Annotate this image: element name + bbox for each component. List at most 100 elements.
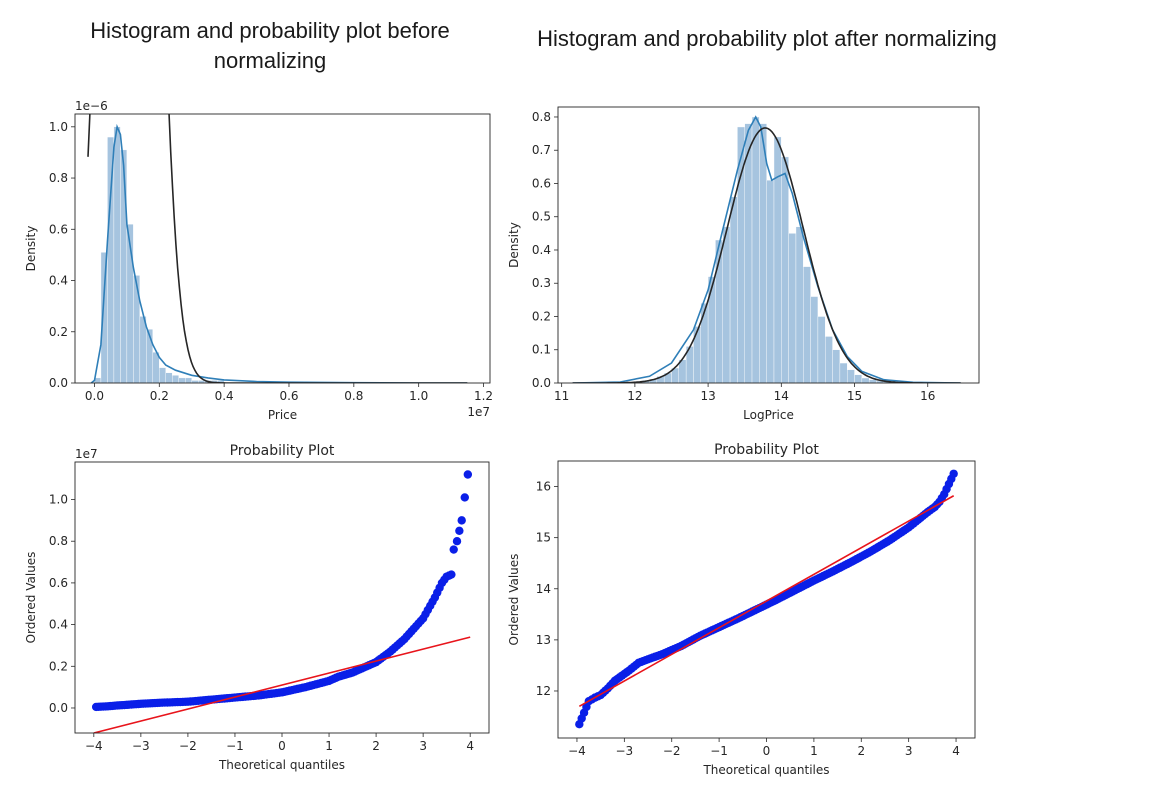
- x-tick-label: 15: [847, 389, 862, 403]
- normal-fit-line: [572, 127, 961, 383]
- y-tick-label: 0.7: [532, 143, 551, 157]
- x-tick-label: −3: [132, 739, 150, 753]
- x-tick-label: 0: [278, 739, 286, 753]
- y-tick-label: 1.0: [49, 493, 68, 507]
- x-tick-label: 4: [466, 739, 474, 753]
- y-tick-label: 0.2: [532, 309, 551, 323]
- x-tick-label: −2: [179, 739, 197, 753]
- histogram-bar: [172, 375, 179, 383]
- x-axis-label: LogPrice: [743, 408, 794, 422]
- histogram-bar: [700, 302, 709, 383]
- y-offset-text: 1e−6: [75, 99, 108, 113]
- y-tick-label: 0.8: [49, 534, 68, 548]
- x-tick-label: 0.0: [85, 389, 104, 403]
- plot-area: [575, 469, 958, 729]
- histogram-bar: [722, 226, 731, 383]
- y-tick-label: 0.8: [532, 110, 551, 124]
- x-tick-label: 12: [627, 389, 642, 403]
- histogram-bar: [766, 179, 775, 383]
- histogram-bar: [159, 367, 166, 383]
- y-offset-text: 1e7: [75, 447, 98, 461]
- histogram-bar: [744, 123, 753, 383]
- x-axis-label: Price: [268, 408, 297, 422]
- sample-point: [455, 526, 464, 535]
- y-axis-label: Ordered Values: [24, 552, 38, 644]
- y-tick-label: 0.3: [532, 276, 551, 290]
- y-tick-label: 1.0: [49, 120, 68, 134]
- histogram-bar: [759, 123, 767, 383]
- histogram-bar: [707, 276, 716, 383]
- histogram-bar: [795, 226, 804, 383]
- y-axis-label: Ordered Values: [507, 554, 521, 646]
- y-tick-label: 15: [536, 531, 551, 545]
- chart-3: −4 −3 −2 −1 0 1 2 3 4 0.0 0.2 0.4 0.6 0.8 1.0 Theoretic…: [24, 443, 490, 772]
- kde-line: [572, 115, 961, 383]
- x-tick-label: −1: [710, 744, 728, 758]
- histogram-bar: [165, 372, 173, 383]
- y-tick-label: 16: [536, 480, 551, 494]
- plot-area: [87, 114, 468, 383]
- histogram-bar: [817, 316, 826, 383]
- data-point: [449, 545, 458, 554]
- data-point: [447, 570, 456, 579]
- chart-2: 11 12 13 14 15 16 0.0 0.1 0.2 0.3 0.4 0.5 0.6 0.7 0.8 L…: [507, 106, 980, 422]
- x-tick-label: 2: [372, 739, 380, 753]
- histogram-bar: [185, 377, 192, 383]
- x-tick-label: 1.0: [409, 389, 428, 403]
- x-tick-label: 1.2: [474, 389, 493, 403]
- chart-1: 0.0 0.2 0.4 0.6 0.8 1.0 1.2 0.0 0.2 0.4 0.6 0.8 1.0 P…: [24, 99, 493, 422]
- x-axis-label: Theoretical quantiles: [218, 758, 345, 772]
- histogram-bar: [120, 149, 128, 383]
- chart-title: Probability Plot: [714, 442, 819, 458]
- axes-frame: [74, 113, 491, 384]
- x-tick-label: 0.4: [215, 389, 234, 403]
- x-tick-label: 11: [554, 389, 569, 403]
- x-tick-label: 2: [857, 744, 865, 758]
- y-tick-label: 0.2: [49, 325, 68, 339]
- y-tick-label: 0.5: [532, 210, 551, 224]
- fit-line: [93, 636, 471, 733]
- axes-frame: [557, 460, 976, 739]
- y-tick-label: 0.1: [532, 343, 551, 357]
- x-tick-label: 0.6: [279, 389, 298, 403]
- histogram-bar: [773, 136, 782, 383]
- data-point: [463, 470, 473, 479]
- data-point: [452, 537, 462, 546]
- y-tick-label: 0.6: [49, 222, 68, 236]
- x-tick-label: 0.8: [344, 389, 363, 403]
- heading-after-normalizing: Histogram and probability plot after nor…: [537, 26, 997, 51]
- y-axis-label: Density: [24, 226, 38, 272]
- y-tick-label: 13: [536, 633, 551, 647]
- y-tick-label: 0.4: [532, 243, 551, 257]
- plot-area: [572, 115, 961, 383]
- histogram-bar: [751, 116, 760, 383]
- histogram-bar: [107, 136, 115, 383]
- histogram-bar: [729, 196, 738, 383]
- y-tick-label: 12: [536, 684, 551, 698]
- y-tick-label: 14: [536, 582, 551, 596]
- x-offset-text: 1e7: [467, 405, 490, 419]
- x-tick-label: −4: [85, 739, 103, 753]
- histogram-bar: [139, 316, 147, 383]
- histogram-bar: [803, 266, 811, 383]
- y-tick-label: 0.6: [532, 176, 551, 190]
- histogram-bar: [868, 379, 877, 383]
- x-tick-label: −3: [615, 744, 633, 758]
- histogram-bar: [832, 349, 841, 383]
- x-tick-label: −4: [568, 744, 586, 758]
- histogram-bar: [178, 377, 186, 383]
- chart-title: Probability Plot: [230, 443, 335, 459]
- y-tick-label: 0.2: [49, 659, 68, 673]
- y-tick-label: 0.0: [49, 701, 68, 715]
- y-axis-label: Density: [507, 222, 521, 268]
- histogram-bar: [861, 377, 870, 383]
- histogram-bar: [839, 362, 848, 383]
- sample-point: [460, 493, 469, 502]
- x-tick-label: 16: [920, 389, 935, 403]
- heading-before-normalizing: Histogram and probability plot before no…: [90, 18, 450, 73]
- y-tick-label: 0.4: [49, 274, 68, 288]
- y-tick-label: 0.8: [49, 171, 68, 185]
- x-tick-label: −2: [663, 744, 681, 758]
- histogram-bar: [217, 380, 225, 383]
